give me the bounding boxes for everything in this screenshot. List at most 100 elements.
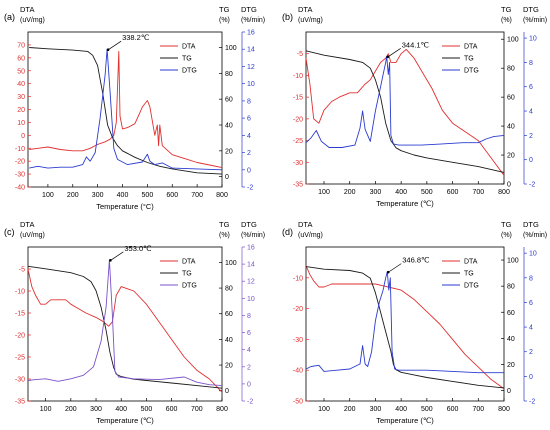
dtg-axis-unit: (%/min) (523, 17, 547, 24)
tg-tick-label: 20 (507, 362, 515, 369)
series-line-tg (305, 50, 505, 173)
tg-axis-title: TG (219, 220, 230, 229)
tg-tick-label: 80 (225, 286, 233, 293)
tg-axis-title: TG (501, 5, 512, 14)
dta-tick-label: -50 (293, 399, 303, 406)
dtg-tick-label: -2 (529, 182, 535, 189)
series-line-dta (305, 265, 505, 390)
annotation-arrowhead (386, 55, 390, 59)
dta-tick-label: -20 (15, 159, 25, 166)
tg-tick-label: 100 (225, 260, 237, 267)
series-line-tg (27, 265, 223, 389)
x-tick-label: 100 (40, 406, 52, 413)
series-line-dta (29, 50, 223, 169)
dtg-tick-label: -2 (247, 399, 253, 406)
x-axis-title: Temperature (℃) (376, 416, 434, 425)
tg-tick-label: 40 (507, 336, 515, 343)
dta-tick-label: -35 (293, 182, 303, 189)
dta-axis-title: DTA (298, 220, 312, 229)
dtg-tick-label: 2 (247, 150, 251, 157)
dta-tick-label: -30 (293, 160, 303, 167)
dta-tick-label: -10 (15, 289, 25, 296)
x-tick-label: 700 (472, 189, 484, 196)
legend-label: DTG (182, 283, 197, 290)
dtg-tick-label: -2 (529, 399, 535, 406)
annotation-arrowhead (109, 259, 112, 262)
tg-tick-label: 0 (507, 388, 511, 395)
dta-tick-label: -10 (293, 275, 303, 282)
x-tick-label: 200 (344, 406, 356, 413)
tg-tick-label: 0 (507, 182, 511, 189)
dta-tick-label: -15 (293, 95, 303, 102)
dta-tick-label: -40 (293, 368, 303, 375)
x-tick-label: 600 (447, 189, 459, 196)
legend-label: DTG (182, 68, 197, 75)
dtg-tick-label: 2 (247, 364, 251, 371)
plot-frame (305, 31, 505, 185)
x-tick-label: 800 (216, 406, 228, 413)
dtg-tick-label: 8 (247, 98, 251, 105)
dtg-tick-label: 6 (529, 84, 533, 91)
x-tick-label: 300 (92, 192, 104, 199)
tg-axis-unit: (%) (219, 17, 230, 24)
dta-tick-label: -30 (15, 377, 25, 384)
dta-tick-label: -25 (293, 138, 303, 145)
dtg-tick-label: 6 (529, 300, 533, 307)
x-tick-label: 500 (421, 189, 433, 196)
plot-frame (305, 246, 505, 402)
x-tick-label: 500 (421, 406, 433, 413)
x-tick-label: 400 (115, 406, 127, 413)
dta-tick-label: 10 (17, 120, 25, 127)
dtg-tick-label: 8 (529, 60, 533, 67)
x-tick-label: 200 (344, 189, 356, 196)
x-axis-title: Temperature (℃) (96, 416, 154, 425)
series-line-dtg (29, 48, 223, 171)
panel-label: (a) (4, 12, 15, 22)
x-tick-label: 800 (216, 192, 228, 199)
x-tick-label: 200 (65, 406, 77, 413)
dtg-tick-label: 6 (247, 116, 251, 123)
tg-tick-label: 20 (225, 363, 233, 370)
tg-axis-title: TG (501, 220, 512, 229)
dtg-tick-label: 4 (529, 109, 533, 116)
x-tick-label: 100 (318, 189, 330, 196)
x-tick-label: 300 (370, 406, 382, 413)
tg-tick-label: 100 (507, 258, 519, 265)
tg-tick-label: 100 (225, 45, 237, 52)
dta-tick-label: -20 (293, 116, 303, 123)
annotation-label: 353.0℃ (124, 244, 152, 253)
x-tick-label: 600 (166, 406, 178, 413)
series-line-dtg (305, 55, 505, 148)
dtg-tick-label: 10 (247, 81, 255, 88)
legend-label: TG (182, 56, 192, 63)
series-line-tg (29, 47, 223, 175)
dtg-tick-label: 16 (247, 245, 255, 252)
annotation-arrow (389, 263, 402, 272)
dtg-axis-title: DTG (523, 220, 539, 229)
legend-label: TG (464, 56, 474, 63)
dta-axis-title: DTA (20, 220, 34, 229)
dta-tick-label: -30 (15, 172, 25, 179)
x-axis-title: Temperature (℃) (376, 199, 434, 208)
annotation-label: 346.8℃ (402, 256, 430, 265)
dta-axis-unit: (uV/mg) (20, 17, 45, 24)
x-axis-title: Temperature (°C) (96, 202, 154, 211)
dtg-tick-label: 0 (529, 157, 533, 164)
dtg-tick-label: 2 (529, 133, 533, 140)
tg-tick-label: 60 (225, 311, 233, 318)
legend-label: DTG (464, 68, 479, 75)
dta-tick-label: 40 (17, 81, 25, 88)
x-tick-label: 300 (90, 406, 102, 413)
dta-tick-label: -5 (19, 267, 25, 274)
annotation-label: 338.2℃ (122, 33, 150, 42)
dtg-tick-label: -2 (247, 185, 253, 192)
tg-tick-label: 60 (507, 95, 515, 102)
x-tick-label: 400 (395, 189, 407, 196)
x-tick-label: 800 (498, 406, 510, 413)
x-tick-label: 700 (191, 192, 203, 199)
annotation-arrow (111, 251, 124, 261)
dtg-tick-label: 10 (529, 36, 537, 43)
dtg-tick-label: 4 (529, 325, 533, 332)
